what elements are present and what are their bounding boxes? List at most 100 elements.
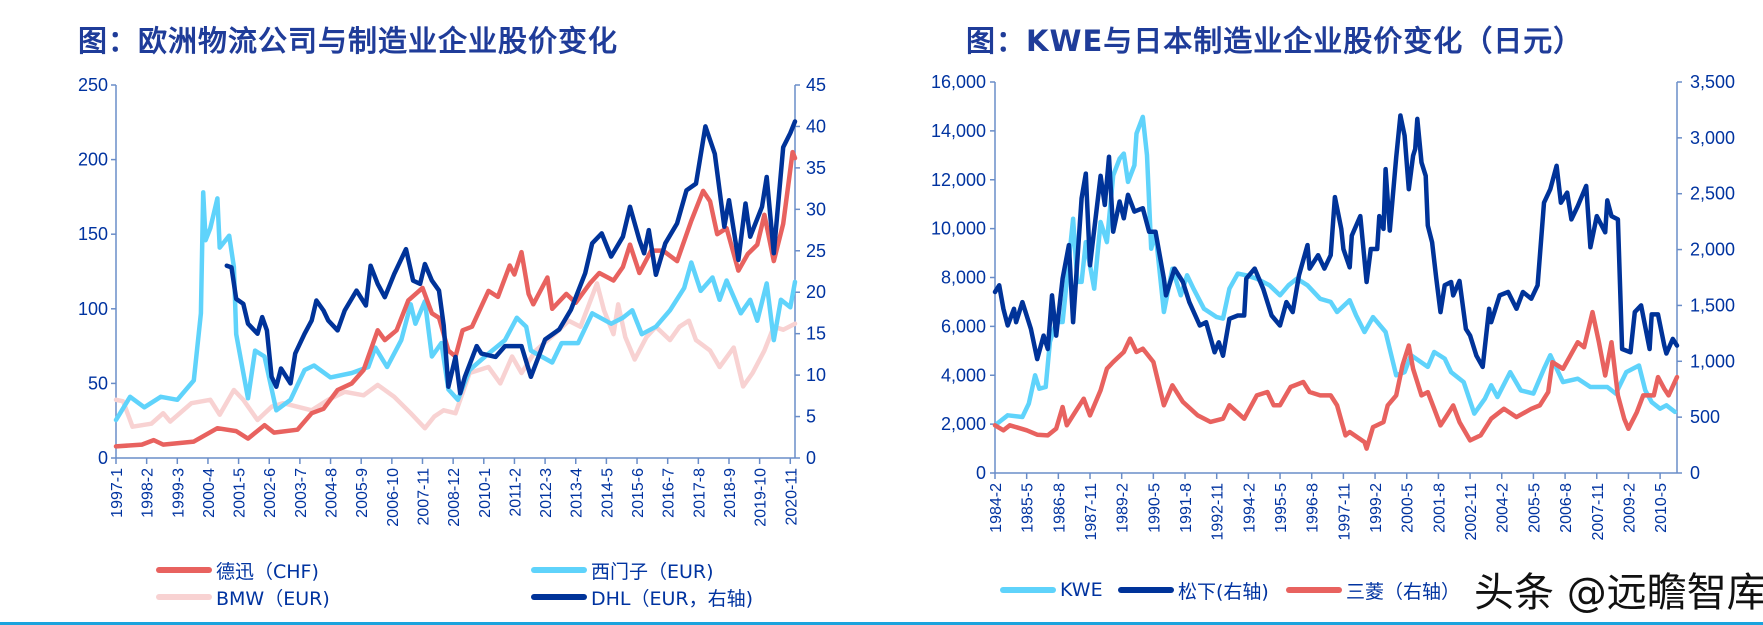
x-tick-label: 1986-8: [1051, 483, 1068, 533]
watermark: 头条 @远瞻智库: [1474, 570, 1763, 616]
legend-label: DHL（EUR，右轴): [591, 587, 754, 610]
legend-swatch-pink: [156, 594, 212, 600]
x-tick-label: 2003-7: [293, 468, 310, 518]
x-tick-label: 2002-11: [1463, 483, 1480, 541]
x-tick-label: 2014-5: [599, 468, 616, 518]
x-tick-label: 2018-9: [722, 468, 739, 518]
x-tick-label: 2002-6: [262, 468, 279, 518]
x-tick-label: 2004-2: [1495, 483, 1512, 533]
legend-label: 德迅（CHF): [216, 560, 319, 583]
y2-tick-label: 40: [806, 116, 826, 136]
series-line-1: [113, 190, 798, 423]
x-tick-label: 1989-2: [1115, 483, 1132, 533]
x-tick-label: 1994-2: [1241, 483, 1258, 533]
x-tick-label: 2010-1: [477, 468, 494, 518]
y-tick-label: 100: [78, 299, 108, 319]
x-tick-label: 1992-11: [1210, 483, 1227, 541]
y2-tick-label: 500: [1690, 407, 1720, 427]
legend-swatch-darkblue: [531, 594, 587, 600]
x-tick-label: 2015-6: [630, 468, 647, 518]
y-tick-label: 150: [78, 224, 108, 244]
legend-item-kuehne-nagel: 德迅（CHF): [156, 558, 319, 583]
y2-tick-label: 20: [806, 282, 826, 302]
legend-swatch-red: [156, 567, 212, 573]
series-line-0: [994, 114, 1678, 426]
y-tick-label: 8,000: [941, 268, 986, 288]
y2-tick-label: 1,000: [1690, 351, 1735, 371]
legend-item-kwe: KWE: [1000, 578, 1103, 602]
x-tick-label: 2007-11: [415, 468, 432, 526]
y2-tick-label: 3,500: [1690, 72, 1735, 92]
x-tick-label: 2000-4: [201, 468, 218, 518]
series-line-1: [992, 113, 1680, 370]
bottom-divider: [0, 622, 1763, 625]
x-tick-label: 2020-11: [783, 468, 800, 526]
series-line-3: [224, 119, 798, 396]
y2-tick-label: 35: [806, 158, 826, 178]
x-tick-label: 2008-12: [446, 468, 463, 527]
y-tick-label: 14,000: [931, 121, 986, 141]
x-tick-label: 2005-9: [354, 468, 371, 518]
y2-tick-label: 3,000: [1690, 128, 1735, 148]
y-tick-label: 2,000: [941, 414, 986, 434]
y2-tick-label: 25: [806, 241, 826, 261]
x-tick-label: 2004-8: [324, 468, 341, 518]
x-tick-label: 2000-5: [1400, 483, 1417, 533]
x-tick-label: 1998-2: [140, 468, 157, 518]
x-tick-label: 1987-11: [1083, 483, 1100, 541]
x-tick-label: 1997-11: [1336, 483, 1353, 541]
y-tick-label: 4,000: [941, 365, 986, 385]
x-tick-label: 2010-5: [1653, 483, 1670, 533]
series-line-0: [113, 149, 798, 449]
y2-tick-label: 2,000: [1690, 240, 1735, 260]
y-tick-label: 50: [88, 373, 108, 393]
y-tick-label: 10,000: [931, 219, 986, 239]
x-tick-label: 2009-2: [1621, 483, 1638, 533]
y-tick-label: 250: [78, 75, 108, 95]
y-tick-label: 0: [976, 463, 986, 483]
legend-swatch-red: [1286, 587, 1342, 593]
legend-item-dhl: DHL（EUR，右轴): [531, 585, 754, 610]
legend-label: 松下(右轴): [1178, 580, 1269, 603]
right-chart: 0 2,000 4,000 6,000 8,000 10,000 12,000 14,000 1…: [931, 72, 1735, 541]
x-tick-label: 1984-2: [988, 483, 1005, 533]
y-tick-label: 6,000: [941, 316, 986, 336]
x-tick-label: 2013-4: [569, 468, 586, 518]
x-tick-label: 2006-8: [1558, 483, 1575, 533]
x-tick-label: 2007-11: [1590, 483, 1607, 541]
y2-tick-label: 0: [806, 448, 816, 468]
x-tick-label: 1996-8: [1305, 483, 1322, 533]
right-chart-title: 图：KWE与日本制造业企业股价变化（日元）: [966, 24, 1584, 58]
x-tick-label: 1995-5: [1273, 483, 1290, 533]
y2-tick-label: 45: [806, 75, 826, 95]
y2-tick-label: 15: [806, 324, 826, 344]
left-chart-title: 图：欧洲物流公司与制造业企业股价变化: [78, 24, 619, 58]
x-tick-label: 1990-5: [1146, 483, 1163, 533]
y2-tick-label: 1,500: [1690, 295, 1735, 315]
legend-item-third-company: 三菱（右轴）: [1286, 578, 1461, 603]
legend-item-bmw: BMW（EUR): [156, 585, 330, 610]
x-tick-label: 1999-2: [1368, 483, 1385, 533]
x-tick-label: 2001-8: [1431, 483, 1448, 533]
y-tick-label: 200: [78, 150, 108, 170]
legend-swatch-lightblue: [1000, 587, 1056, 593]
y2-tick-label: 2,500: [1690, 184, 1735, 204]
legend-swatch-lightblue: [531, 567, 587, 573]
x-tick-label: 2017-8: [691, 468, 708, 518]
series-line-2: [113, 281, 798, 431]
y2-tick-label: 0: [1690, 463, 1700, 483]
legend-item-siemens: 西门子（EUR): [531, 558, 714, 583]
legend-label: BMW（EUR): [216, 587, 330, 610]
y2-tick-label: 30: [806, 199, 826, 219]
y-tick-label: 16,000: [931, 72, 986, 92]
x-tick-label: 1991-8: [1178, 483, 1195, 533]
legend-label: 三菱（右轴）: [1346, 580, 1461, 603]
x-tick-label: 2019-10: [753, 468, 770, 527]
x-tick-label: 2016-7: [661, 468, 678, 518]
legend-label: KWE: [1060, 579, 1103, 601]
y-tick-label: 12,000: [931, 170, 986, 190]
x-tick-label: 2011-2: [507, 468, 524, 517]
y2-tick-label: 10: [806, 365, 826, 385]
x-tick-label: 1997-1: [109, 468, 126, 518]
x-tick-label: 2012-3: [538, 468, 555, 518]
